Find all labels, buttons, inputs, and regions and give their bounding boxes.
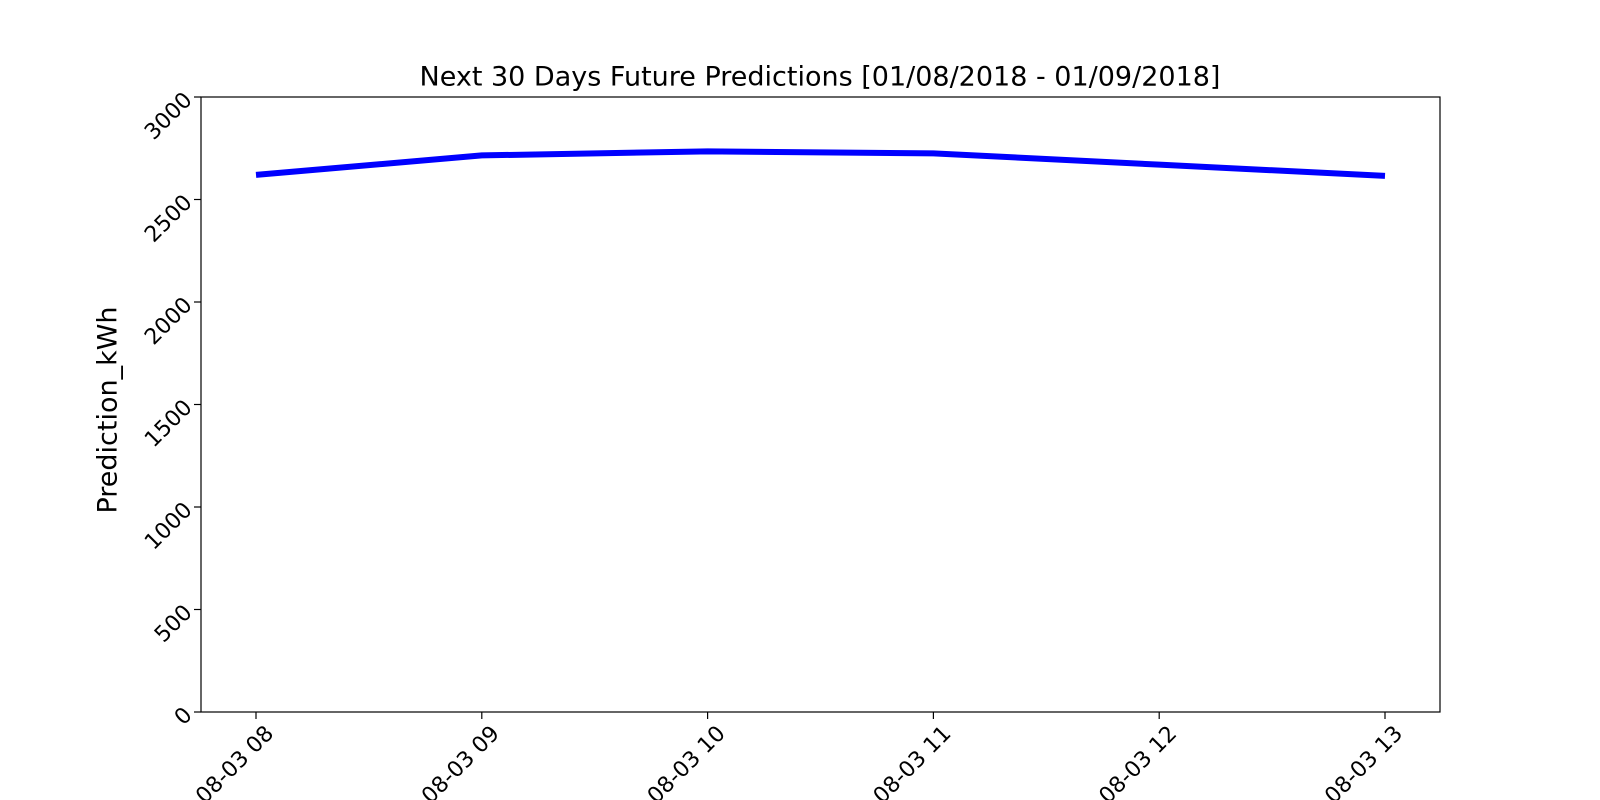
y-tick-label: 0	[170, 703, 198, 731]
x-tick-label: 08-03 08	[191, 721, 279, 800]
y-tick-label: 2500	[140, 190, 197, 247]
y-axis-label: Prediction_kWh	[93, 306, 124, 513]
y-tick-label: 3000	[140, 88, 197, 145]
series-line	[255, 148, 1386, 179]
y-tick-label: 2000	[140, 293, 197, 350]
y-tick-label: 1000	[140, 498, 197, 555]
chart-title: Next 30 Days Future Predictions [01/08/2…	[420, 62, 1221, 93]
x-tick-label: 08-03 13	[1320, 721, 1408, 800]
y-tick-label: 1500	[140, 395, 197, 452]
x-tick-label: 08-03 11	[869, 721, 957, 800]
x-tick-label: 08-03 12	[1095, 721, 1183, 800]
x-tick-label: 08-03 09	[417, 721, 505, 800]
y-tick-label: 500	[150, 600, 197, 647]
plot-frame	[200, 96, 1441, 713]
x-tick-label: 08-03 10	[643, 721, 731, 800]
